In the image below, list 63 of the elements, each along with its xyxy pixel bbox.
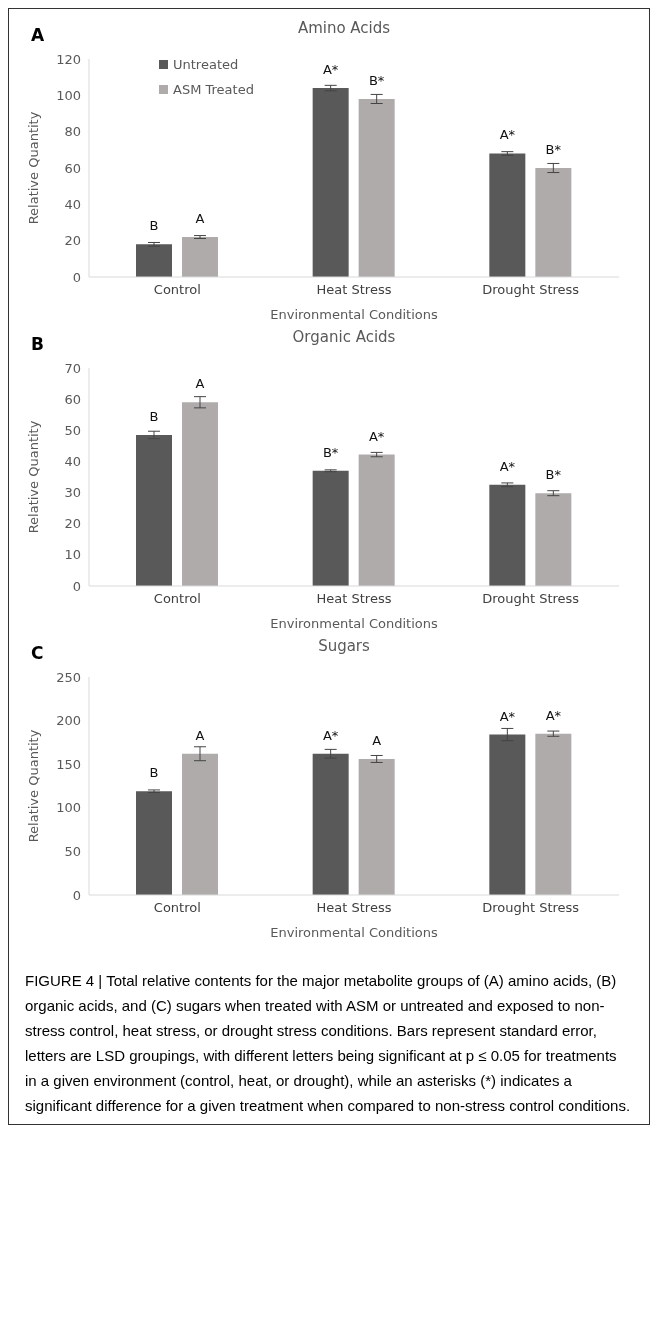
x-tick-label: Control [153, 591, 201, 607]
x-tick-label: Drought Stress [482, 900, 580, 916]
data-label: B* [545, 142, 562, 157]
y-tick-label: 0 [72, 269, 81, 285]
y-tick-label: 40 [64, 196, 81, 212]
y-tick-label: 100 [56, 87, 81, 103]
data-label: A* [499, 127, 516, 143]
y-tick-label: 100 [56, 800, 81, 816]
x-tick-label: Drought Stress [482, 591, 580, 607]
y-tick-label: 250 [56, 669, 81, 685]
y-tick-label: 0 [72, 578, 81, 594]
x-tick-label: Heat Stress [316, 282, 392, 298]
x-tick-label: Heat Stress [316, 591, 392, 607]
y-tick-label: 20 [64, 516, 81, 532]
y-axis-title: Relative Quantity [25, 111, 41, 225]
y-tick-label: 80 [64, 124, 81, 140]
data-label: A* [545, 707, 562, 723]
legend-label: ASM Treated [173, 82, 254, 97]
y-tick-label: 70 [64, 360, 81, 376]
data-label: A* [368, 428, 385, 444]
y-tick-label: 120 [56, 51, 81, 67]
x-tick-label: Control [153, 900, 201, 916]
x-axis-title: Environmental Conditions [269, 616, 439, 631]
data-label: A* [322, 727, 339, 743]
caption: FIGURE 4 | Total relative contents for the major metabolite groups of (A) amino acids, (B) organic acids, and (C) sugars when treated with ASM or untreated and exposed to non-stress control, heat stress, or drought stress conditions. Bars represent standard error, letters are LSD groupings, with different letters being significant at p ≤ 0.05 for treatments in a given environment (control, heat, or drought), while an asterisks (*) indicates a significant difference for a given treatment when compared to non-stress control conditions. [24, 971, 632, 1116]
x-tick-label: Drought Stress [482, 282, 580, 298]
y-axis-title: Relative Quantity [25, 420, 41, 534]
data-label: A [195, 211, 205, 227]
y-tick-label: 60 [64, 391, 81, 407]
y-tick-label: 200 [56, 713, 81, 729]
text: A [31, 25, 45, 45]
text: B [31, 334, 44, 354]
data-label: A* [499, 458, 516, 474]
y-tick-label: 150 [56, 756, 81, 772]
data-label: A [195, 376, 205, 392]
chart-title: Amino Acids [297, 19, 391, 37]
y-tick-label: 0 [72, 887, 81, 903]
y-tick-label: 40 [64, 454, 81, 470]
y-tick-label: 10 [64, 547, 81, 563]
data-label: B [149, 218, 159, 234]
legend-label: Untreated [173, 57, 239, 72]
y-axis-title: Relative Quantity [25, 729, 41, 843]
data-label: B* [368, 72, 385, 88]
y-tick-label: 30 [64, 485, 81, 501]
y-tick-label: 60 [64, 160, 81, 176]
data-label: A* [499, 708, 516, 724]
x-tick-label: Heat Stress [316, 900, 392, 916]
text: C [31, 643, 44, 663]
chart-title: Organic Acids [292, 328, 396, 346]
y-tick-label: 50 [64, 844, 81, 860]
y-tick-label: 20 [64, 233, 81, 249]
data-label: B* [545, 467, 562, 483]
data-label: A* [322, 62, 339, 78]
data-label: B [149, 765, 159, 781]
data-label: A [195, 727, 205, 743]
x-axis-title: Environmental Conditions [269, 307, 439, 322]
data-label: A [372, 732, 382, 748]
x-tick-label: Control [153, 282, 201, 298]
data-label: B* [322, 444, 339, 460]
data-label: B [149, 408, 159, 424]
y-tick-label: 50 [64, 422, 81, 438]
chart-title: Sugars [318, 637, 370, 655]
x-axis-title: Environmental Conditions [269, 925, 439, 940]
